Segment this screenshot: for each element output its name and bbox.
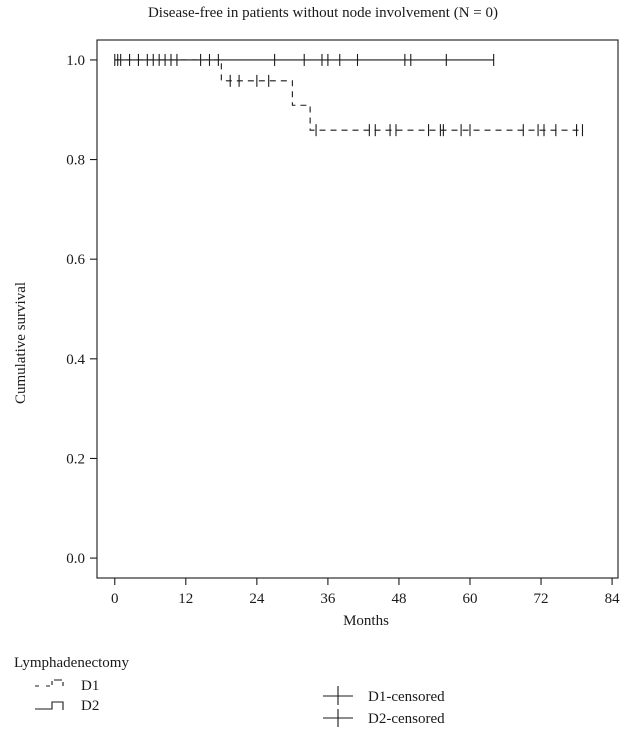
x-tick-label: 36 [320, 591, 336, 607]
x-tick-label: 60 [462, 591, 477, 607]
series-d1-line [114, 59, 583, 131]
x-tick-label: 24 [249, 591, 265, 607]
y-tick-label: 1.0 [66, 53, 85, 69]
legend-d2-label: D2 [81, 698, 99, 714]
x-tick-label: 48 [391, 591, 406, 607]
plot-frame [96, 39, 619, 579]
plot-border [96, 39, 619, 579]
legend-d2-swatch [35, 701, 64, 710]
y-axis: 0.0 0.2 0.4 0.6 0.8 1.0 [66, 53, 97, 567]
x-tick-label: 84 [605, 591, 621, 607]
y-tick-label: 0.0 [66, 551, 85, 567]
legend-d1-swatch [35, 679, 64, 687]
x-axis: 0 12 24 36 48 60 72 84 [111, 578, 620, 607]
y-tick-label: 0.2 [66, 451, 85, 467]
legend-d1-label: D1 [81, 678, 99, 694]
x-tick-label: 0 [111, 591, 119, 607]
legend-d2-censored-label: D2-censored [368, 711, 445, 727]
legend-d1-censored-label: D1-censored [368, 689, 445, 705]
y-axis-label: Cumulative survival [13, 282, 29, 404]
legend: Lymphadenectomy D1 D2 D1-censored D2-cen… [14, 655, 445, 727]
chart-title: Disease-free in patients without node in… [148, 5, 498, 21]
y-tick-label: 0.6 [66, 252, 85, 268]
legend-title: Lymphadenectomy [14, 655, 129, 671]
x-tick-label: 12 [178, 591, 193, 607]
legend-d2-censored-swatch [323, 709, 353, 727]
x-tick-label: 72 [534, 591, 549, 607]
y-tick-label: 0.4 [66, 352, 85, 368]
series-layer [114, 53, 584, 137]
y-tick-label: 0.8 [66, 153, 85, 169]
x-axis-label: Months [343, 613, 389, 629]
legend-d1-censored-swatch [323, 686, 353, 705]
